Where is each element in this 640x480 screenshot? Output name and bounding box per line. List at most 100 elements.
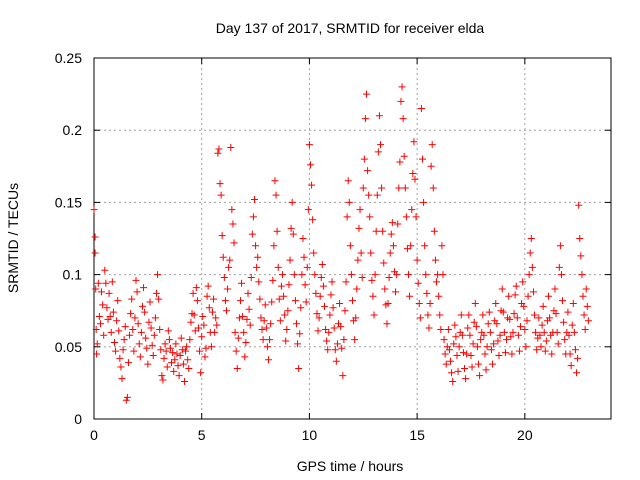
data-point (445, 346, 453, 354)
data-point (395, 184, 403, 192)
data-point (254, 253, 262, 261)
data-point (388, 219, 396, 227)
data-point (408, 206, 416, 214)
data-point (501, 349, 509, 357)
data-point (185, 364, 193, 372)
data-point (500, 328, 508, 336)
data-point (581, 325, 589, 333)
data-point (578, 271, 586, 279)
plot-frame (93, 57, 612, 420)
x-tick-label: 5 (198, 427, 206, 443)
data-point (359, 184, 367, 192)
data-point (127, 310, 135, 318)
data-point (499, 308, 507, 316)
data-point (291, 297, 299, 305)
data-point (298, 271, 306, 279)
data-point (568, 321, 576, 329)
data-point (449, 377, 457, 385)
x-tick-label: 15 (409, 427, 425, 443)
data-point (528, 263, 536, 271)
data-point (190, 311, 198, 319)
data-point (193, 297, 201, 305)
data-point (284, 307, 292, 315)
data-point (365, 191, 373, 199)
data-point (583, 302, 591, 310)
data-point (406, 292, 414, 300)
data-point (137, 328, 145, 336)
data-point (403, 245, 411, 253)
data-point (394, 220, 402, 228)
data-point (480, 331, 488, 339)
data-point (123, 393, 131, 401)
data-point (416, 314, 424, 322)
data-point (519, 278, 527, 286)
data-point (183, 343, 191, 351)
data-point (429, 184, 437, 192)
data-point (540, 328, 548, 336)
data-point (170, 367, 178, 375)
data-point (383, 320, 391, 328)
data-point (486, 328, 494, 336)
data-point (163, 363, 171, 371)
data-point (548, 350, 556, 358)
data-point (154, 271, 162, 279)
data-point (440, 336, 448, 344)
data-point (333, 340, 341, 348)
data-point (274, 263, 282, 271)
data-point (561, 336, 569, 344)
data-point (435, 292, 443, 300)
data-point (150, 331, 158, 339)
data-point (398, 83, 406, 91)
data-point (92, 285, 100, 293)
data-point (332, 357, 340, 365)
data-point (250, 196, 258, 204)
data-point (91, 249, 99, 257)
data-point (282, 337, 290, 345)
data-point (509, 328, 517, 336)
data-point (552, 310, 560, 318)
data-point (503, 336, 511, 344)
data-point (363, 90, 371, 98)
data-point (423, 289, 431, 297)
data-point (201, 353, 209, 361)
data-point (466, 331, 474, 339)
data-point (396, 158, 404, 166)
data-point (241, 353, 249, 361)
data-point (370, 311, 378, 319)
data-point (584, 317, 592, 325)
data-point (200, 321, 208, 329)
data-point (515, 347, 523, 355)
data-point (310, 249, 318, 257)
data-point (230, 239, 238, 247)
data-point (160, 354, 168, 362)
data-point (555, 263, 563, 271)
data-point (523, 317, 531, 325)
data-point (216, 180, 224, 188)
data-point (147, 324, 155, 332)
data-point (452, 333, 460, 341)
data-point (187, 318, 195, 326)
data-point (248, 230, 256, 238)
data-point (507, 333, 515, 341)
data-point (575, 201, 583, 209)
data-point (306, 161, 314, 169)
data-point (224, 285, 232, 293)
data-point (168, 359, 176, 367)
data-point (565, 331, 573, 339)
data-point (409, 170, 417, 178)
data-point (457, 311, 465, 319)
data-point (347, 271, 355, 279)
data-point (338, 344, 346, 352)
data-point (411, 175, 419, 183)
data-point (510, 310, 518, 318)
data-point (204, 282, 212, 290)
data-point (580, 311, 588, 319)
data-point (553, 328, 561, 336)
data-point (120, 336, 128, 344)
data-point (142, 334, 150, 342)
data-point (253, 263, 261, 271)
data-point (215, 145, 223, 153)
data-point (352, 314, 360, 322)
data-point (328, 278, 336, 286)
data-point (233, 364, 241, 372)
